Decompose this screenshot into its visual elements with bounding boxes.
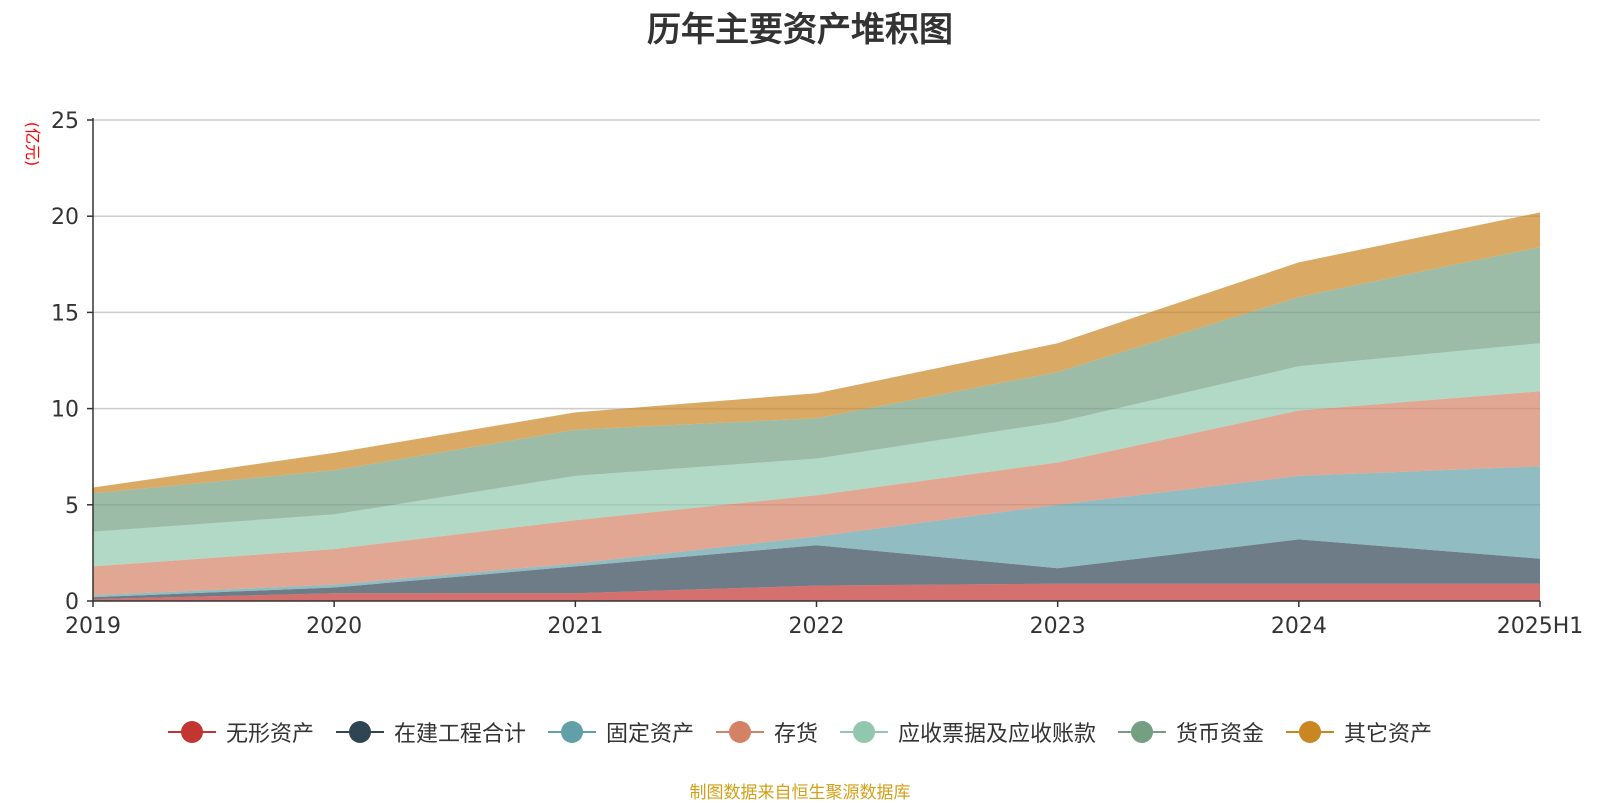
axes: 0 5 10 15 20 25 2019 2020 2021 2022 2023 2024 2025H1 xyxy=(51,109,1583,639)
area-series xyxy=(93,212,1540,601)
legend-label: 应收票据及应收账款 xyxy=(898,722,1097,747)
legend-marker xyxy=(167,720,216,744)
legend-item[interactable]: 货币资金 xyxy=(1118,716,1264,748)
legend-label: 其它资产 xyxy=(1344,722,1433,747)
legend-label: 固定资产 xyxy=(605,722,694,747)
x-tick-label: 2022 xyxy=(789,614,845,639)
legend-label: 存货 xyxy=(773,722,818,747)
y-tick-label: 20 xyxy=(51,205,79,230)
legend-marker xyxy=(1286,720,1335,744)
y-tick-label: 15 xyxy=(51,301,79,326)
x-tick-label: 2023 xyxy=(1030,614,1086,639)
legend-item[interactable]: 应收票据及应收账款 xyxy=(840,716,1096,748)
legend-marker xyxy=(335,720,384,744)
x-tick-label: 2019 xyxy=(65,614,121,639)
x-tick-label: 2024 xyxy=(1271,614,1327,639)
area-series-2[interactable] xyxy=(93,466,1540,598)
area-series-5[interactable] xyxy=(93,247,1540,532)
source-note: 制图数据来自恒生聚源数据库 xyxy=(689,783,911,803)
legend-item[interactable]: 其它资产 xyxy=(1286,716,1432,748)
legend-marker xyxy=(715,720,764,744)
area-series-1[interactable] xyxy=(93,539,1540,600)
area-series-0[interactable] xyxy=(93,583,1540,601)
y-tick-label: 5 xyxy=(65,494,79,519)
y-tick-label: 25 xyxy=(51,109,79,134)
y-tick-label: 0 xyxy=(65,590,79,615)
x-tick-label: 2020 xyxy=(306,614,362,639)
y-tick-label: 10 xyxy=(51,398,79,423)
legend-item[interactable]: 存货 xyxy=(715,716,818,748)
legend-label: 无形资产 xyxy=(225,722,314,747)
legend-item[interactable]: 无形资产 xyxy=(167,716,314,748)
area-series-3[interactable] xyxy=(93,391,1540,596)
legend-marker xyxy=(547,720,596,744)
y-axis-label: (亿元) xyxy=(23,122,42,167)
legend-label: 在建工程合计 xyxy=(393,722,526,747)
x-tick-label: 2021 xyxy=(547,614,603,639)
legend-item[interactable]: 固定资产 xyxy=(547,716,694,748)
legend-label: 货币资金 xyxy=(1176,722,1265,747)
area-series-4[interactable] xyxy=(93,343,1540,567)
x-tick-label: 2025H1 xyxy=(1497,614,1584,639)
chart-title: 历年主要资产堆积图 xyxy=(647,10,953,50)
legend: 无形资产 在建工程合计 固定资产 存货 应收票据及应收账款 货币资金 其它资产 xyxy=(0,716,1600,748)
legend-item[interactable]: 在建工程合计 xyxy=(335,716,526,748)
legend-marker xyxy=(840,720,888,744)
legend-marker xyxy=(1118,720,1167,744)
